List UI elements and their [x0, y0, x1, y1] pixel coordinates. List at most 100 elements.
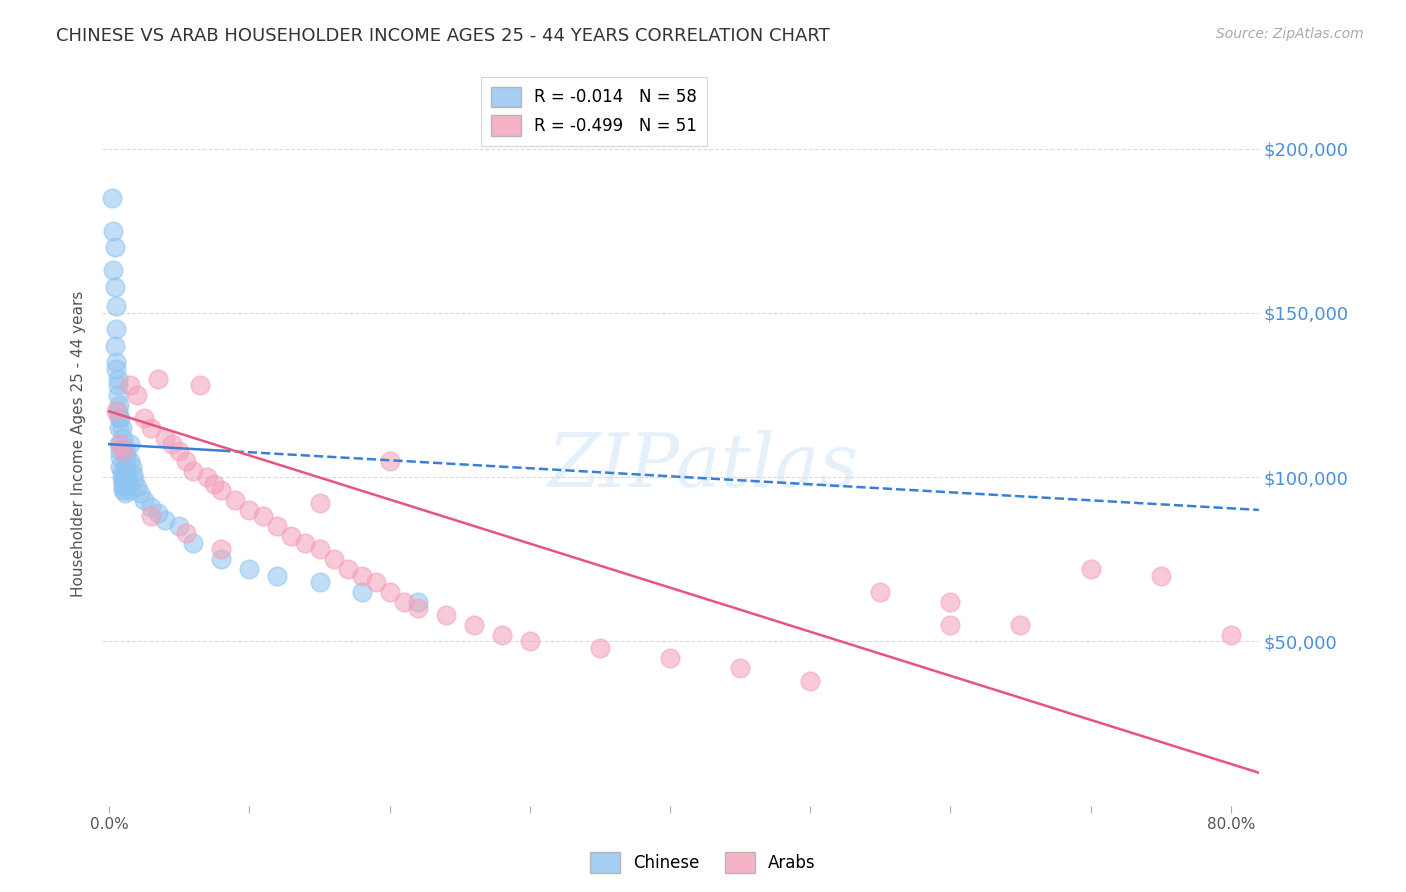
- Point: [129, 486, 152, 500]
- Point: [117, 470, 139, 484]
- Point: [728, 660, 751, 674]
- Point: [176, 453, 198, 467]
- Point: [392, 595, 415, 609]
- Point: [188, 378, 211, 392]
- Point: [103, 263, 125, 277]
- Point: [141, 509, 163, 524]
- Point: [224, 493, 246, 508]
- Point: [799, 673, 821, 688]
- Point: [141, 500, 163, 514]
- Point: [111, 470, 134, 484]
- Point: [169, 519, 191, 533]
- Point: [1219, 628, 1241, 642]
- Point: [114, 486, 136, 500]
- Point: [378, 453, 401, 467]
- Point: [108, 398, 131, 412]
- Point: [107, 388, 129, 402]
- Point: [238, 503, 260, 517]
- Point: [112, 476, 135, 491]
- Point: [118, 483, 141, 498]
- Point: [103, 224, 125, 238]
- Point: [105, 361, 128, 376]
- Point: [104, 339, 127, 353]
- Point: [107, 378, 129, 392]
- Y-axis label: Householder Income Ages 25 - 44 years: Householder Income Ages 25 - 44 years: [72, 291, 86, 598]
- Point: [294, 535, 316, 549]
- Point: [112, 431, 135, 445]
- Point: [183, 463, 205, 477]
- Point: [120, 378, 142, 392]
- Point: [869, 585, 891, 599]
- Point: [1080, 562, 1102, 576]
- Point: [110, 460, 132, 475]
- Point: [1150, 568, 1173, 582]
- Point: [124, 474, 146, 488]
- Point: [108, 421, 131, 435]
- Point: [115, 460, 138, 475]
- Point: [120, 453, 142, 467]
- Point: [519, 634, 541, 648]
- Point: [463, 618, 485, 632]
- Point: [155, 513, 177, 527]
- Point: [141, 421, 163, 435]
- Point: [122, 467, 145, 481]
- Point: [169, 443, 191, 458]
- Point: [308, 496, 330, 510]
- Point: [378, 585, 401, 599]
- Point: [434, 608, 457, 623]
- Point: [252, 509, 274, 524]
- Point: [209, 542, 232, 557]
- Point: [107, 404, 129, 418]
- Text: Source: ZipAtlas.com: Source: ZipAtlas.com: [1216, 27, 1364, 41]
- Text: ZIPatlas: ZIPatlas: [548, 430, 859, 502]
- Point: [195, 470, 218, 484]
- Point: [266, 519, 288, 533]
- Point: [121, 460, 143, 475]
- Point: [939, 618, 962, 632]
- Point: [491, 628, 513, 642]
- Point: [238, 562, 260, 576]
- Point: [183, 535, 205, 549]
- Point: [134, 411, 156, 425]
- Text: CHINESE VS ARAB HOUSEHOLDER INCOME AGES 25 - 44 YEARS CORRELATION CHART: CHINESE VS ARAB HOUSEHOLDER INCOME AGES …: [56, 27, 830, 45]
- Point: [111, 463, 134, 477]
- Point: [134, 493, 156, 508]
- Point: [115, 447, 138, 461]
- Point: [127, 388, 149, 402]
- Point: [112, 480, 135, 494]
- Point: [115, 450, 138, 465]
- Point: [127, 480, 149, 494]
- Point: [105, 404, 128, 418]
- Point: [105, 299, 128, 313]
- Point: [350, 568, 373, 582]
- Point: [308, 542, 330, 557]
- Point: [1010, 618, 1032, 632]
- Point: [110, 411, 132, 425]
- Point: [105, 322, 128, 336]
- Point: [155, 431, 177, 445]
- Point: [176, 525, 198, 540]
- Point: [209, 483, 232, 498]
- Point: [322, 552, 344, 566]
- Point: [107, 371, 129, 385]
- Point: [101, 191, 124, 205]
- Point: [148, 506, 170, 520]
- Point: [105, 355, 128, 369]
- Point: [110, 437, 132, 451]
- Point: [114, 441, 136, 455]
- Point: [202, 476, 225, 491]
- Point: [364, 575, 387, 590]
- Point: [350, 585, 373, 599]
- Point: [117, 476, 139, 491]
- Point: [104, 279, 127, 293]
- Point: [108, 437, 131, 451]
- Point: [112, 443, 135, 458]
- Point: [108, 411, 131, 425]
- Point: [659, 650, 682, 665]
- Point: [111, 421, 134, 435]
- Point: [112, 483, 135, 498]
- Point: [406, 601, 429, 615]
- Point: [308, 575, 330, 590]
- Legend: R = -0.014   N = 58, R = -0.499   N = 51: R = -0.014 N = 58, R = -0.499 N = 51: [481, 77, 707, 145]
- Point: [114, 467, 136, 481]
